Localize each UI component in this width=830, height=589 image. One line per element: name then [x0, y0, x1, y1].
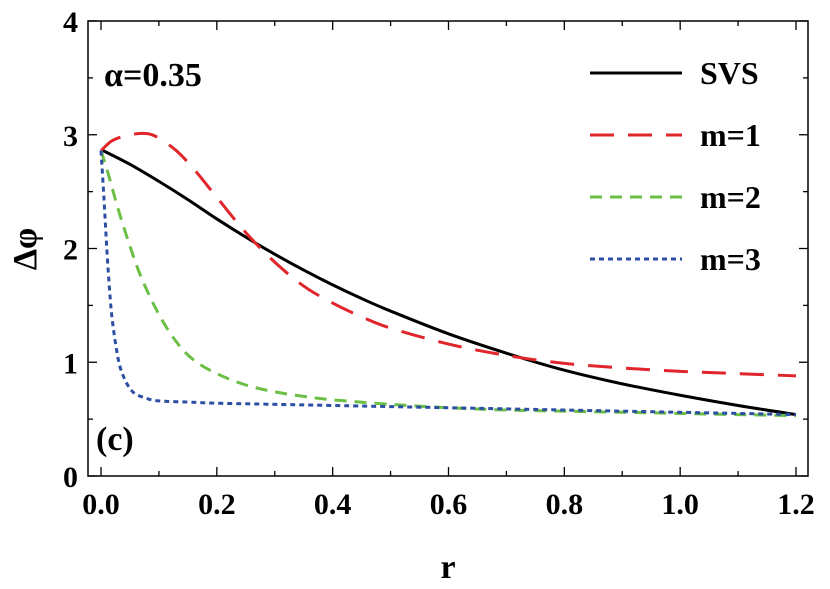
series-line-m-1 [99, 131, 797, 378]
axis-ticks [88, 20, 808, 477]
y-tick-label: 1 [63, 347, 78, 380]
y-tick-label: 0 [63, 461, 78, 494]
legend-label: m=2 [700, 179, 761, 215]
legend-label: SVS [700, 55, 759, 91]
x-axis-title: r [440, 549, 455, 586]
plot-lines [99, 131, 797, 418]
x-tick-label: 0.2 [198, 488, 236, 521]
x-tick-label: 1.0 [661, 488, 699, 521]
series-line-m-2 [99, 150, 797, 418]
parameter-annotation: α=0.35 [104, 57, 202, 94]
legend-label: m=3 [700, 241, 761, 277]
y-tick-label: 3 [63, 120, 78, 153]
x-tick-label: 0.4 [314, 488, 352, 521]
series-line-m-3 [99, 150, 797, 417]
series-line-svs [100, 148, 797, 417]
tick-labels: 0.0 0.2 0.4 0.6 0.8 1.0 1.2 0 1 2 3 4 [63, 6, 815, 521]
x-tick-label: 1.2 [777, 488, 815, 521]
x-tick-label: 0.6 [430, 488, 468, 521]
x-tick-label: 0.0 [82, 488, 120, 521]
x-tick-label: 0.8 [546, 488, 584, 521]
panel-label: (c) [96, 421, 134, 458]
legend: SVS m=1 m=2 m=3 [590, 55, 761, 277]
y-tick-label: 4 [63, 6, 78, 39]
y-tick-label: 2 [63, 234, 78, 267]
y-axis-title: Δφ [7, 228, 44, 271]
legend-label: m=1 [700, 117, 761, 153]
